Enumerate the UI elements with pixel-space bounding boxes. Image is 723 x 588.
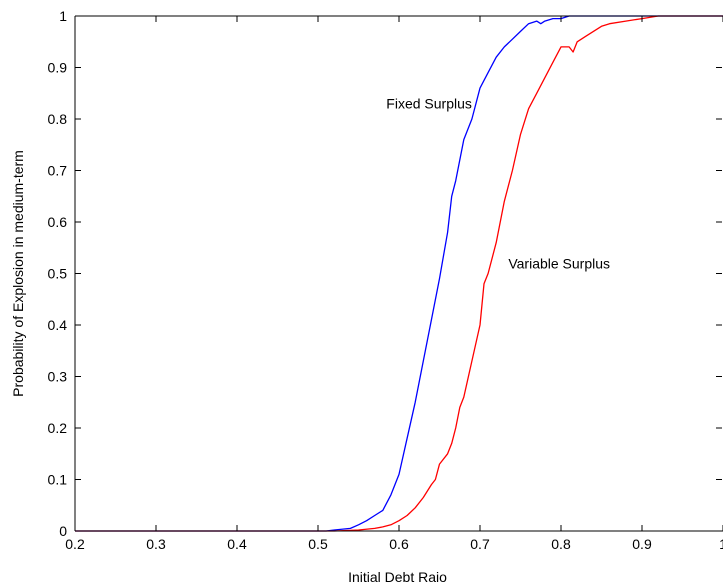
x-tick-label: 0.4 [227,536,247,552]
y-tick-label: 0.8 [48,111,68,127]
x-tick-label: 1 [719,536,723,552]
x-tick-label: 0.3 [146,536,166,552]
x-axis-title: Initial Debt Raio [348,569,447,585]
y-tick-label: 0.4 [48,317,68,333]
y-tick-label: 1 [59,8,67,24]
x-tick-label: 0.7 [470,536,490,552]
x-tick-label: 0.6 [389,536,409,552]
y-tick-label: 0.2 [48,420,68,436]
x-tick-label: 0.9 [632,536,652,552]
y-axis-title: Probability of Explosion in medium-term [10,150,26,397]
plot-area [75,16,723,531]
series-annotation: Variable Surplus [508,255,610,271]
series-line-2 [75,15,723,532]
y-tick-label: 0.7 [48,163,68,179]
y-tick-label: 0.1 [48,472,68,488]
series-annotation: Fixed Surplus [386,96,472,112]
y-tick-label: 0 [59,523,67,539]
y-tick-label: 0.3 [48,369,68,385]
x-tick-label: 0.2 [65,536,85,552]
series-line-1 [75,15,723,532]
x-tick-label: 0.5 [308,536,328,552]
y-tick-label: 0.5 [48,266,68,282]
y-tick-label: 0.9 [48,60,68,76]
x-tick-label: 0.8 [551,536,571,552]
y-tick-label: 0.6 [48,214,68,230]
